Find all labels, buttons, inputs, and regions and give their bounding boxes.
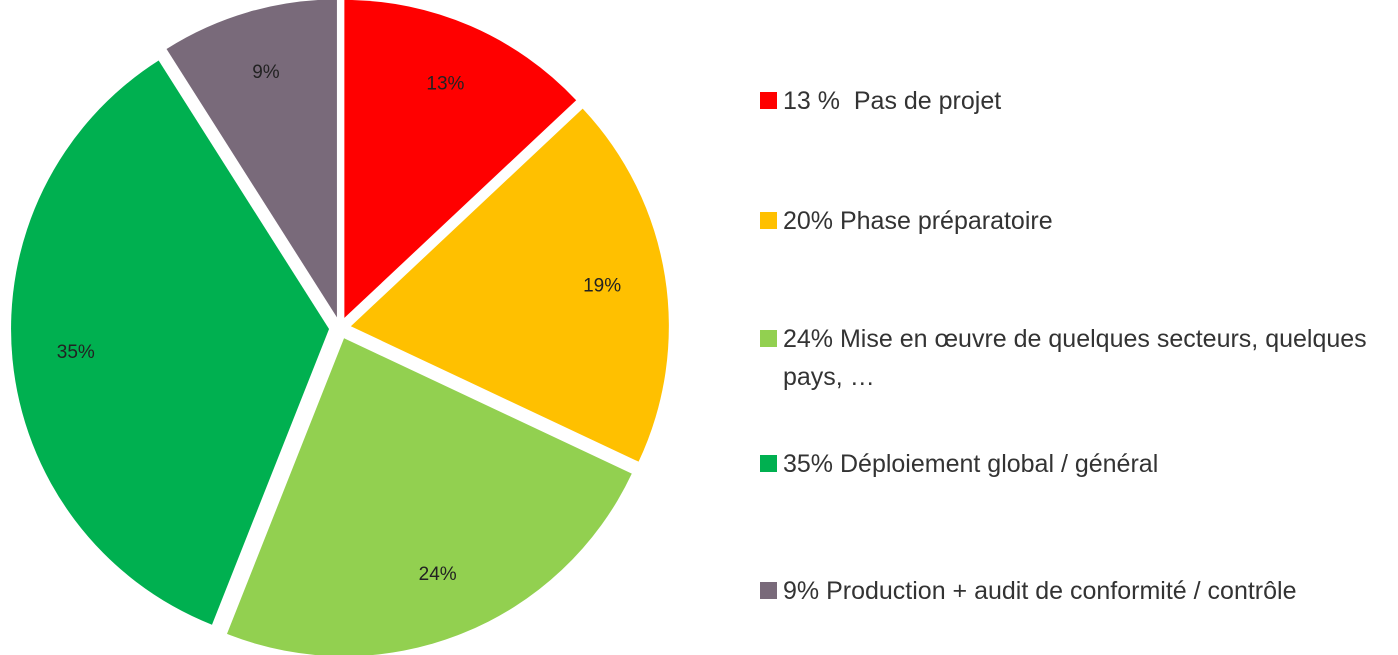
data-label: 24% (419, 564, 457, 585)
data-label: 9% (252, 62, 280, 83)
data-label: 13% (426, 73, 464, 94)
pie-slice (166, 0, 337, 318)
pie-slice (11, 60, 330, 625)
legend-swatch (760, 455, 777, 472)
data-label: 35% (57, 342, 95, 363)
legend-item: 20% Phase préparatoire (760, 202, 1390, 240)
data-label: 19% (583, 275, 621, 296)
legend-item: 24% Mise en œuvre de quelques secteurs, … (760, 320, 1390, 396)
pie-slice (344, 0, 577, 318)
legend-swatch (760, 582, 777, 599)
pie-slice (350, 108, 669, 462)
pie-slice (226, 338, 632, 655)
legend-swatch (760, 330, 777, 347)
legend-item: 13 % Pas de projet (760, 82, 1390, 120)
legend-label: 24% Mise en œuvre de quelques secteurs, … (783, 325, 1374, 391)
legend-label: 20% Phase préparatoire (783, 207, 1053, 235)
legend-label: 9% Production + audit de conformité / co… (783, 577, 1297, 605)
legend-item: 35% Déploiement global / général (760, 445, 1390, 483)
legend-swatch (760, 92, 777, 109)
legend-label: 35% Déploiement global / général (783, 450, 1159, 478)
legend-item: 9% Production + audit de conformité / co… (760, 572, 1390, 610)
legend-label: 13 % Pas de projet (783, 87, 1002, 115)
chart: 13% 19% 24% 35% 9% (11, 0, 669, 655)
legend-swatch (760, 212, 777, 229)
